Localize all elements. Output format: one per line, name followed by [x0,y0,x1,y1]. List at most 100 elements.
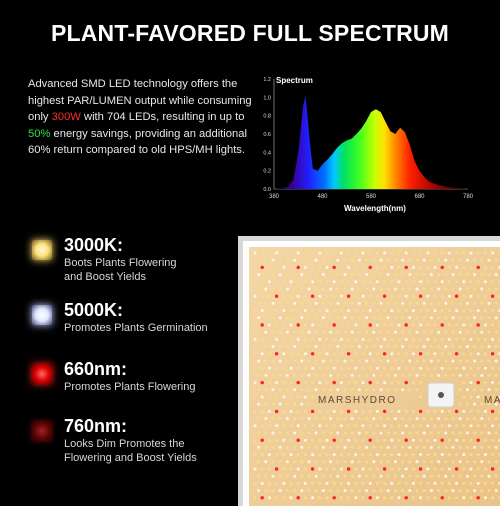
white-led [401,460,404,463]
white-led [491,381,494,384]
white-led [354,352,357,355]
white-led [484,453,487,456]
white-led [408,302,411,305]
white-led [365,360,368,363]
white-led [452,460,455,463]
white-led [286,388,289,391]
white-led [459,489,462,492]
white-led [336,475,339,478]
white-led [480,273,483,276]
white-led [282,496,285,499]
white-led [462,482,465,485]
white-led [286,460,289,463]
white-led [430,273,433,276]
white-led [394,446,397,449]
white-led [434,352,437,355]
white-led [358,460,361,463]
white-led [444,475,447,478]
white-led [329,446,332,449]
white-led [254,295,257,298]
white-led [268,453,271,456]
white-led [365,316,368,319]
white-led [275,266,278,269]
white-led [416,360,419,363]
white-led [444,288,447,291]
white-led [455,338,458,341]
white-led [362,410,365,413]
white-led [282,424,285,427]
white-led [308,360,311,363]
red-led [491,295,494,298]
white-led [441,453,444,456]
white-led [268,338,271,341]
white-led [268,482,271,485]
white-led [477,309,480,312]
red-led [405,266,408,269]
white-led [473,360,476,363]
white-led [261,424,264,427]
white-led [495,316,498,319]
white-led [394,388,397,391]
white-led [254,482,257,485]
white-led [441,309,444,312]
white-led [372,288,375,291]
white-led [426,468,429,471]
white-led [326,252,329,255]
white-led [470,396,473,399]
white-led [358,388,361,391]
white-led [480,417,483,420]
white-led [322,345,325,348]
white-led [351,489,354,492]
white-led [459,388,462,391]
white-led [365,302,368,305]
white-led [383,453,386,456]
white-led [347,424,350,427]
white-led [261,396,264,399]
red-led [333,323,336,326]
white-led [351,273,354,276]
white-led [336,432,339,435]
white-led [257,273,260,276]
white-led [372,374,375,377]
white-led [365,345,368,348]
white-led [394,273,397,276]
white-led [390,424,393,427]
white-led [462,295,465,298]
white-led [293,475,296,478]
white-led [491,309,494,312]
white-led [340,468,343,471]
white-led [423,273,426,276]
red-led [441,439,444,442]
white-led [290,482,293,485]
white-led [434,338,437,341]
white-led [491,424,494,427]
white-led [322,360,325,363]
white-led [272,432,275,435]
white-led [362,453,365,456]
white-led [354,496,357,499]
white-led [347,280,350,283]
white-led [390,309,393,312]
red-led [405,496,408,499]
white-led [261,352,264,355]
white-led [254,381,257,384]
white-led [282,468,285,471]
white-led [329,273,332,276]
white-led [336,316,339,319]
white-led [318,309,321,312]
white-led [264,316,267,319]
white-led [398,468,401,471]
white-led [419,252,422,255]
white-led [401,475,404,478]
white-led [272,417,275,420]
white-led [264,403,267,406]
white-led [434,367,437,370]
white-led [430,345,433,348]
white-led [387,374,390,377]
white-led [426,367,429,370]
white-led [462,381,465,384]
white-led [491,266,494,269]
white-led [336,273,339,276]
white-led [423,460,426,463]
white-led [279,417,282,420]
